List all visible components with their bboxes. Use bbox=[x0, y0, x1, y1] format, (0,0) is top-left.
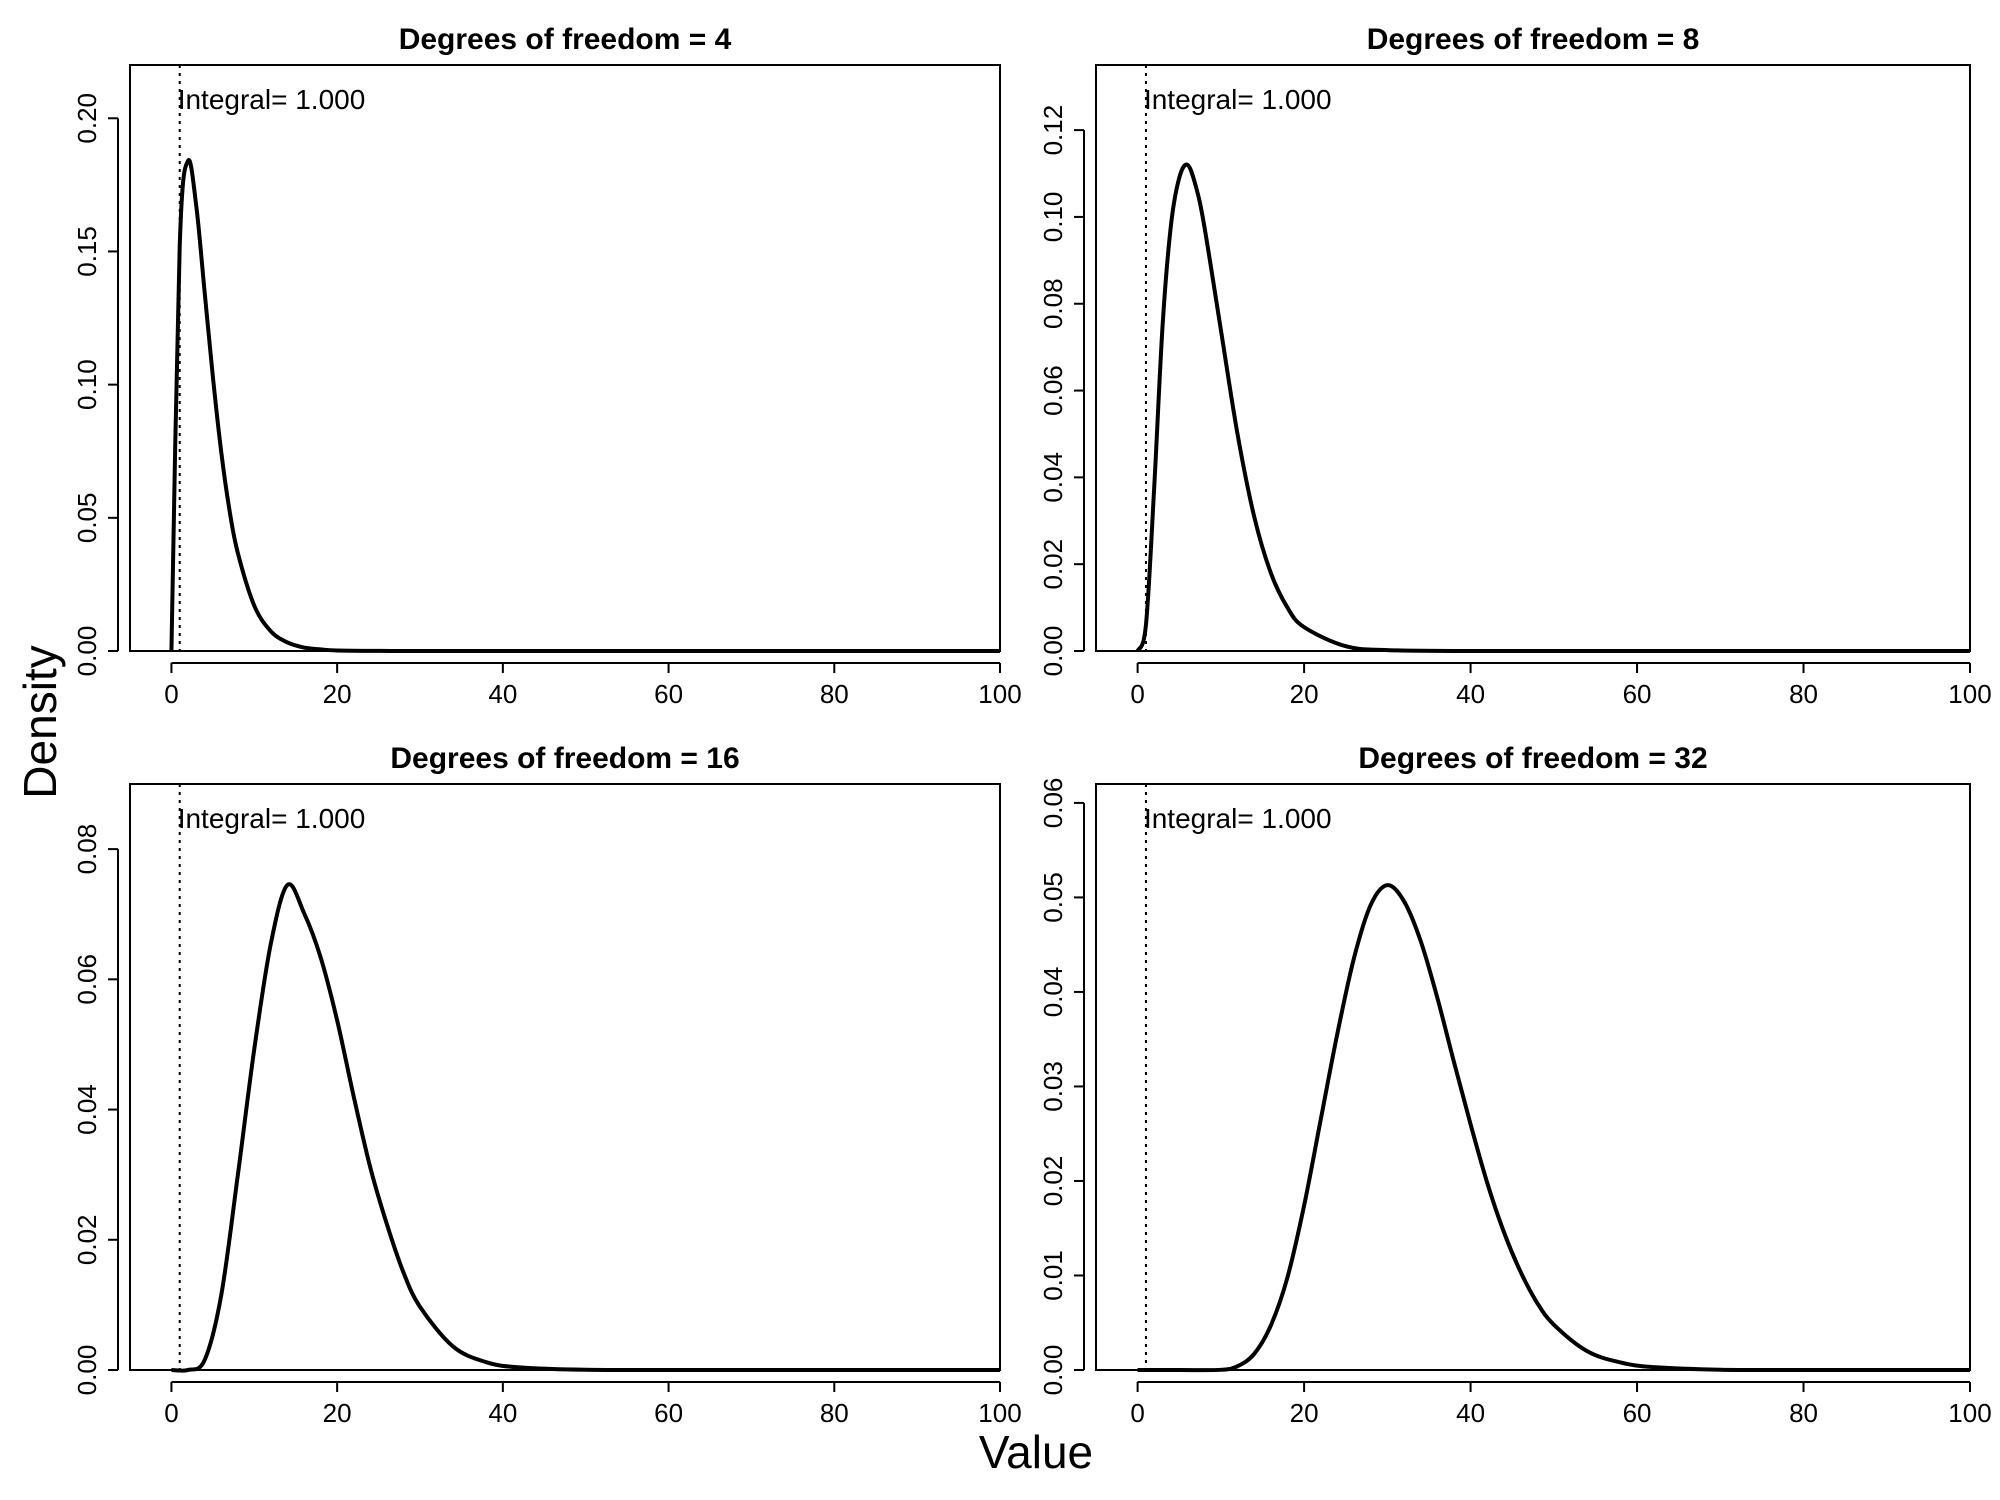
x-tick-label: 40 bbox=[1456, 1398, 1485, 1428]
x-tick-label: 80 bbox=[1789, 1398, 1818, 1428]
y-tick-label: 0.06 bbox=[72, 954, 102, 1005]
integral-annotation: Integral= 1.000 bbox=[178, 84, 366, 115]
x-tick-label: 60 bbox=[1623, 679, 1652, 709]
panel-title: Degrees of freedom = 4 bbox=[399, 23, 732, 56]
y-tick-label: 0.06 bbox=[1038, 778, 1068, 829]
y-tick-label: 0.00 bbox=[72, 1345, 102, 1396]
x-axis-label: Value bbox=[979, 1426, 1093, 1478]
x-tick-label: 100 bbox=[978, 679, 1021, 709]
density-panel: Degrees of freedom = 8 0 20 40 60 80 100 0.00 0.… bbox=[1038, 23, 1992, 709]
y-tick-label: 0.02 bbox=[1038, 1156, 1068, 1207]
y-tick-label: 0.01 bbox=[1038, 1250, 1068, 1301]
y-tick-label: 0.02 bbox=[1038, 539, 1068, 590]
x-tick-label: 40 bbox=[488, 1398, 517, 1428]
y-tick-label: 0.20 bbox=[72, 93, 102, 144]
plot-frame bbox=[1095, 783, 1971, 1371]
density-curve bbox=[1137, 883, 1971, 1373]
integral-annotation: Integral= 1.000 bbox=[1144, 84, 1332, 115]
x-tick-label: 40 bbox=[1456, 679, 1485, 709]
x-tick-label: 20 bbox=[1290, 1398, 1319, 1428]
density-curve bbox=[169, 158, 1000, 654]
x-tick-label: 0 bbox=[164, 679, 178, 709]
x-tick-label: 60 bbox=[654, 1398, 683, 1428]
panel-title: Degrees of freedom = 8 bbox=[1367, 23, 1700, 56]
x-tick-label: 80 bbox=[820, 1398, 849, 1428]
y-tick-label: 0.12 bbox=[1038, 105, 1068, 156]
y-tick-label: 0.00 bbox=[1038, 1345, 1068, 1396]
plot-frame bbox=[129, 64, 1001, 652]
y-tick-label: 0.05 bbox=[72, 493, 102, 544]
y-axis-label: Density bbox=[14, 645, 66, 798]
integral-annotation: Integral= 1.000 bbox=[178, 803, 366, 834]
x-tick-label: 20 bbox=[323, 679, 352, 709]
density-panel: Degrees of freedom = 16 0 20 40 60 80 100 0.00 0… bbox=[72, 742, 1022, 1428]
y-tick-label: 0.06 bbox=[1038, 365, 1068, 416]
x-tick-label: 0 bbox=[1130, 679, 1144, 709]
x-tick-label: 0 bbox=[164, 1398, 178, 1428]
panels: Degrees of freedom = 4 0 20 40 60 80 100 0.00 0.… bbox=[72, 23, 1992, 1428]
y-tick-label: 0.00 bbox=[1038, 626, 1068, 677]
x-tick-label: 100 bbox=[1948, 679, 1991, 709]
density-curve bbox=[171, 882, 1000, 1373]
y-tick-label: 0.03 bbox=[1038, 1061, 1068, 1112]
x-tick-label: 60 bbox=[654, 679, 683, 709]
panel-title: Degrees of freedom = 32 bbox=[1358, 742, 1707, 775]
y-tick-label: 0.10 bbox=[1038, 192, 1068, 243]
x-tick-label: 80 bbox=[820, 679, 849, 709]
density-curve bbox=[1135, 162, 1970, 654]
y-tick-label: 0.00 bbox=[72, 626, 102, 677]
x-tick-label: 0 bbox=[1130, 1398, 1144, 1428]
x-tick-label: 40 bbox=[488, 679, 517, 709]
y-tick-label: 0.04 bbox=[72, 1084, 102, 1135]
x-tick-label: 20 bbox=[1290, 679, 1319, 709]
y-tick-label: 0.08 bbox=[72, 824, 102, 875]
x-tick-label: 100 bbox=[1948, 1398, 1991, 1428]
y-tick-label: 0.02 bbox=[72, 1214, 102, 1265]
integral-annotation: Integral= 1.000 bbox=[1144, 803, 1332, 834]
y-tick-label: 0.04 bbox=[1038, 452, 1068, 503]
x-tick-label: 100 bbox=[978, 1398, 1021, 1428]
density-panel: Degrees of freedom = 4 0 20 40 60 80 100 0.00 0.… bbox=[72, 23, 1022, 709]
x-tick-label: 20 bbox=[323, 1398, 352, 1428]
y-tick-label: 0.15 bbox=[72, 226, 102, 277]
x-tick-label: 60 bbox=[1623, 1398, 1652, 1428]
density-panel: Degrees of freedom = 32 0 20 40 60 80 100 0.00 0… bbox=[1038, 742, 1992, 1428]
y-tick-label: 0.04 bbox=[1038, 967, 1068, 1018]
y-tick-label: 0.05 bbox=[1038, 872, 1068, 923]
plot-frame bbox=[129, 783, 1001, 1371]
y-tick-label: 0.08 bbox=[1038, 278, 1068, 329]
y-tick-label: 0.10 bbox=[72, 359, 102, 410]
x-tick-label: 80 bbox=[1789, 679, 1818, 709]
panel-title: Degrees of freedom = 16 bbox=[390, 742, 739, 775]
